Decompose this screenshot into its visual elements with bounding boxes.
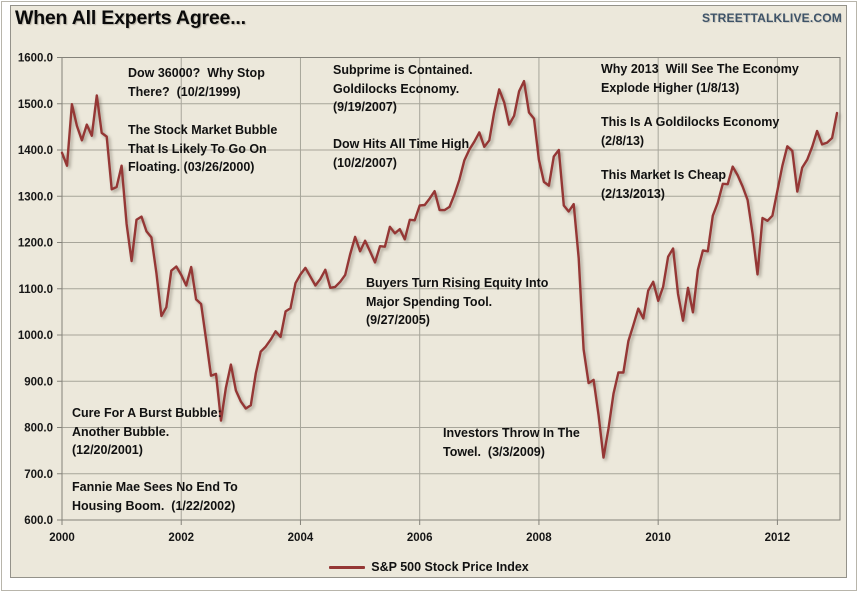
y-axis-label: 1000.0 — [18, 330, 53, 342]
y-axis-label: 1300.0 — [18, 191, 53, 203]
y-axis-label: 1100.0 — [18, 284, 53, 296]
legend-line-swatch — [329, 565, 366, 569]
chart-annotation: Fannie Mae Sees No End To Housing Boom. (… — [72, 480, 238, 513]
x-axis-label: 2010 — [645, 532, 671, 544]
y-axis-label: 900.0 — [24, 376, 53, 388]
chart-annotation: The Stock Market Bubble That Is Likely To… — [128, 123, 278, 174]
chart-title: When All Experts Agree... — [15, 7, 246, 29]
chart-legend: S&P 500 Stock Price Index — [0, 557, 858, 577]
chart-annotation: Dow 36000? Why Stop There? (10/2/1999) — [128, 66, 265, 99]
chart-annotation: Buyers Turn Rising Equity Into Major Spen… — [366, 276, 549, 327]
plot-border — [61, 57, 841, 521]
x-axis-label: 2004 — [288, 532, 314, 544]
chart-annotation: Subprime is Contained. Goldilocks Economy… — [333, 63, 473, 114]
y-axis-label: 700.0 — [24, 469, 53, 481]
chart-annotation: Investors Throw In The Towel. (3/3/2009) — [443, 426, 580, 459]
chart-annotation: Why 2013 Will See The Economy Explode Hig… — [601, 62, 799, 95]
chart-annotation: Cure For A Burst Bubble: Another Bubble.(… — [72, 406, 222, 457]
x-axis-label: 2008 — [526, 532, 552, 544]
y-axis-label: 600.0 — [24, 515, 53, 527]
x-axis-label: 2012 — [765, 532, 791, 544]
y-axis-label: 1400.0 — [18, 145, 53, 157]
y-axis-label: 800.0 — [24, 423, 53, 435]
y-axis-label: 1600.0 — [18, 53, 53, 65]
chart-panel — [10, 5, 847, 578]
chart-annotation: This Is A Goldilocks Economy (2/8/13) — [601, 115, 780, 148]
chart-annotation: This Market Is Cheap (2/13/2013) — [601, 168, 727, 201]
y-axis-label: 1500.0 — [18, 99, 53, 111]
chart-annotation: Dow Hits All Time High (10/2/2007) — [333, 137, 470, 170]
x-axis-label: 2000 — [49, 532, 75, 544]
legend-label: S&P 500 Stock Price Index — [371, 560, 529, 574]
y-axis-label: 1200.0 — [18, 238, 53, 250]
sp500-price-line — [60, 79, 839, 459]
x-axis-label: 2002 — [168, 532, 194, 544]
brand-text: STREETTALKLIVE.COM — [701, 11, 842, 25]
x-axis-label: 2006 — [407, 532, 433, 544]
